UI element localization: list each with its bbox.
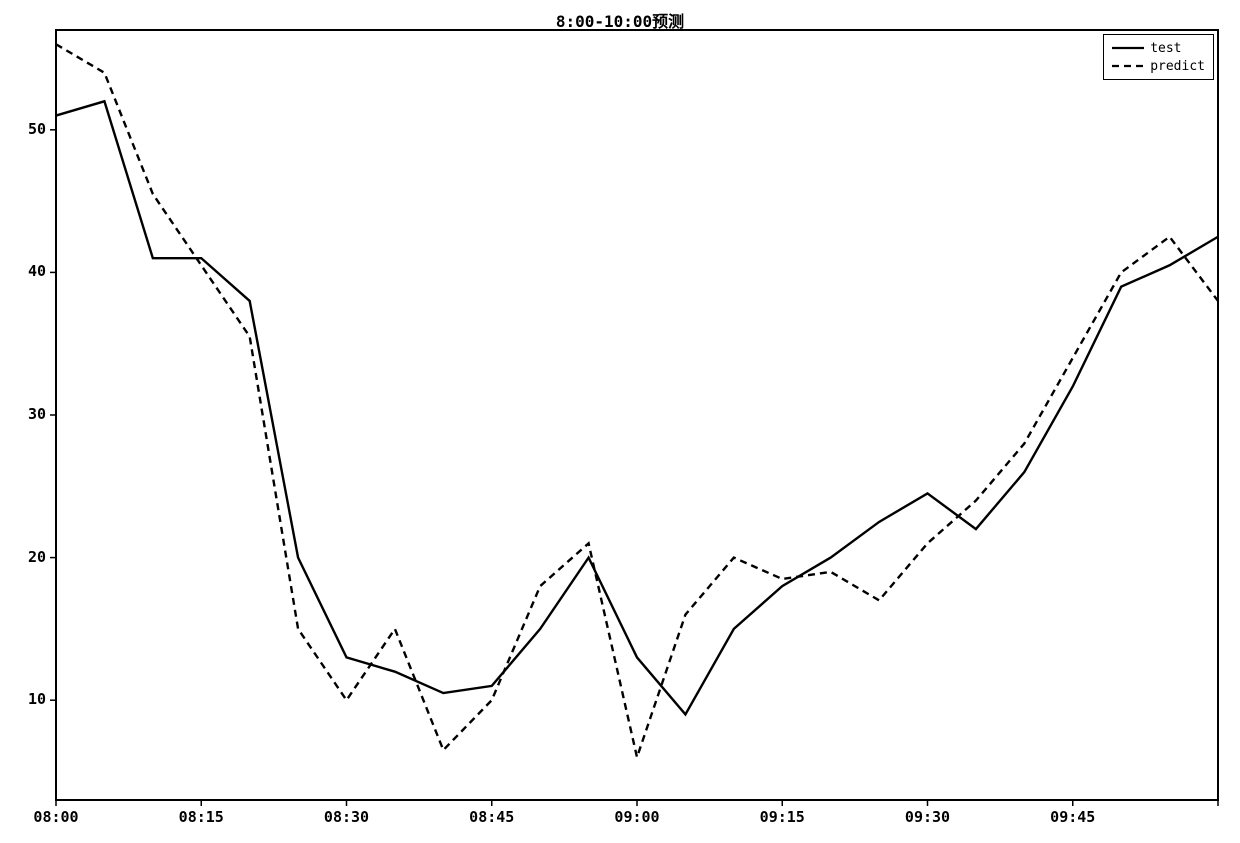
x-tick-label: 08:45 (462, 808, 522, 826)
x-tick-label: 09:00 (607, 808, 667, 826)
legend: test predict (1103, 34, 1214, 80)
y-tick-label: 10 (28, 690, 46, 708)
plot-frame (56, 30, 1218, 800)
x-tick-label: 09:30 (898, 808, 958, 826)
chart-title: 8:00-10:00预测 (0, 8, 1240, 32)
legend-swatch (1112, 59, 1144, 73)
series-test (56, 101, 1218, 714)
y-tick-label: 20 (28, 548, 46, 566)
y-tick-label: 50 (28, 120, 46, 138)
legend-item: test (1112, 39, 1205, 57)
x-tick-label: 09:15 (752, 808, 812, 826)
series-predict (56, 44, 1218, 757)
y-tick-label: 30 (28, 405, 46, 423)
x-tick-label: 08:15 (171, 808, 231, 826)
legend-label: test (1150, 41, 1181, 56)
line-chart (0, 0, 1240, 843)
x-tick-label: 08:30 (317, 808, 377, 826)
x-tick-label: 08:00 (26, 808, 86, 826)
legend-label: predict (1150, 59, 1205, 74)
legend-swatch (1112, 41, 1144, 55)
x-tick-label: 09:45 (1043, 808, 1103, 826)
y-tick-label: 40 (28, 262, 46, 280)
legend-item: predict (1112, 57, 1205, 75)
